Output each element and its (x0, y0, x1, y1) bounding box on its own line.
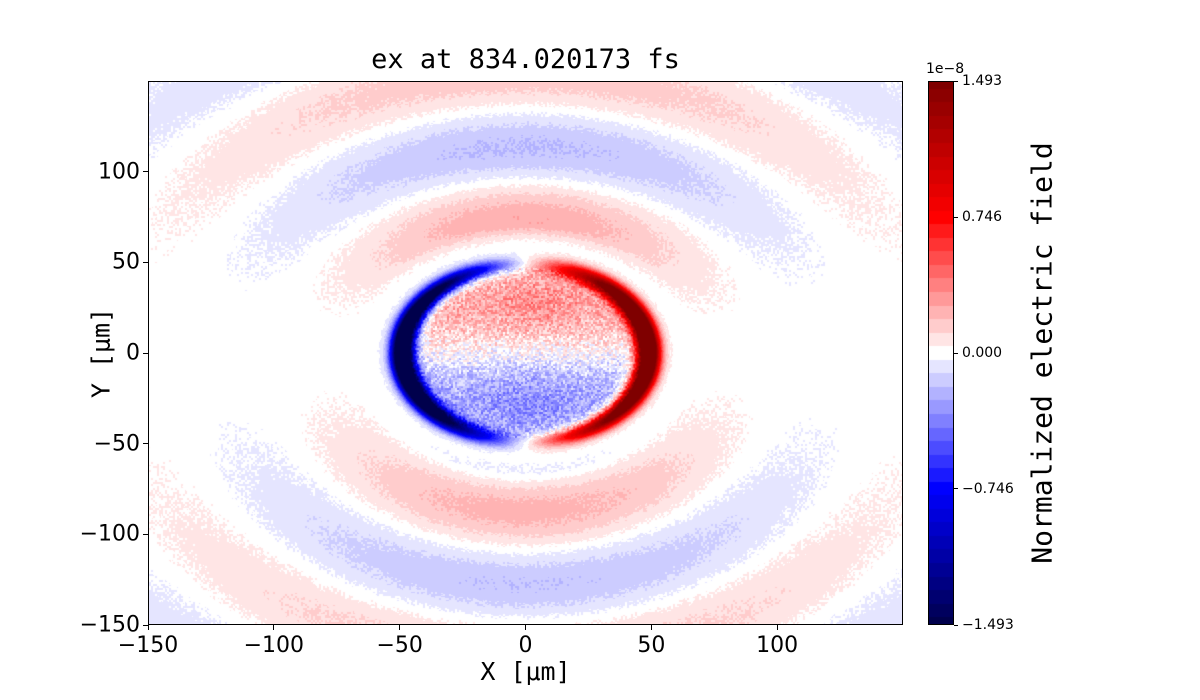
colorbar-tick (954, 488, 958, 490)
colorbar-tick-label: 1.493 (962, 73, 1003, 89)
heatmap-plot (148, 81, 903, 625)
y-tick (143, 171, 148, 173)
x-tick-label: 100 (756, 633, 799, 658)
x-tick (525, 625, 526, 630)
x-tick-label: −150 (117, 633, 179, 658)
y-tick-label: 0 (126, 340, 140, 366)
y-tick (143, 533, 148, 535)
colorbar-offset-label: 1e−8 (926, 61, 965, 77)
x-tick (147, 625, 149, 630)
colorbar-tick-label: −0.746 (962, 480, 1014, 497)
y-tick-label: −100 (79, 521, 140, 547)
colorbar-tick-label: 0.000 (962, 345, 1003, 361)
x-axis-label: X [μm] (480, 657, 571, 686)
x-tick (273, 625, 275, 630)
colorbar-tick (954, 216, 958, 218)
y-tick-label: −150 (79, 612, 140, 638)
y-tick-label: 100 (98, 159, 140, 185)
x-tick (776, 625, 778, 630)
y-tick (143, 261, 148, 263)
heatmap-canvas (149, 82, 902, 624)
colorbar-label: Normalized electric field (1025, 142, 1059, 564)
y-tick-label: 50 (112, 249, 140, 275)
x-tick (650, 625, 652, 630)
colorbar-tick-label: −1.493 (962, 617, 1014, 633)
y-tick (143, 352, 148, 354)
colorbar-tick (954, 624, 958, 626)
x-tick-label: −50 (376, 633, 423, 658)
x-tick-label: 50 (637, 633, 666, 658)
colorbar (928, 81, 954, 625)
plot-title: ex at 834.020173 fs (371, 44, 680, 75)
colorbar-tick-label: 0.746 (962, 209, 1003, 226)
y-tick (143, 624, 148, 626)
colorbar-tick (954, 352, 958, 354)
colorbar-tick (954, 80, 958, 82)
y-tick (143, 443, 148, 445)
x-tick-label: −100 (243, 633, 305, 658)
x-tick-label: 0 (518, 633, 533, 658)
y-tick-label: −50 (93, 431, 140, 457)
colorbar-canvas (929, 82, 953, 624)
x-tick (399, 625, 401, 630)
